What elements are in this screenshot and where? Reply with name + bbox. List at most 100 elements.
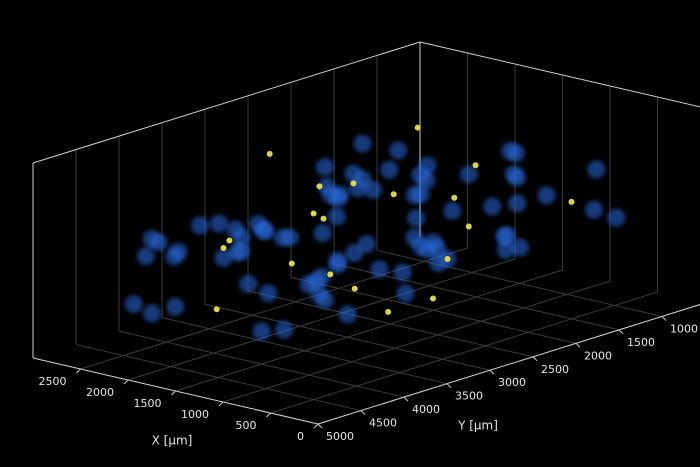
point bbox=[327, 207, 346, 226]
point bbox=[357, 235, 376, 254]
axis-line bbox=[317, 304, 700, 425]
grid-line bbox=[376, 249, 663, 317]
tick-mark bbox=[76, 368, 81, 374]
point bbox=[166, 297, 185, 316]
x-tick-label: 500 bbox=[236, 419, 257, 432]
point bbox=[213, 306, 220, 313]
point bbox=[587, 160, 606, 179]
point bbox=[226, 237, 233, 244]
point bbox=[307, 272, 325, 291]
point bbox=[313, 224, 332, 243]
point bbox=[214, 248, 233, 267]
point bbox=[320, 215, 327, 222]
point bbox=[353, 170, 372, 189]
point bbox=[252, 322, 271, 341]
point bbox=[316, 183, 323, 190]
point bbox=[350, 180, 357, 187]
grid-line bbox=[127, 258, 516, 381]
point bbox=[405, 186, 424, 205]
point bbox=[568, 198, 575, 205]
point bbox=[280, 228, 299, 247]
point bbox=[353, 134, 372, 153]
y-tick-label: 3500 bbox=[455, 390, 483, 403]
grid-line bbox=[270, 291, 658, 414]
point bbox=[429, 254, 448, 273]
point bbox=[385, 308, 392, 315]
grid-line bbox=[175, 269, 563, 392]
tick-mark bbox=[532, 356, 538, 362]
point bbox=[428, 239, 447, 258]
y-tick-label: 3000 bbox=[498, 376, 526, 389]
x-tick-label: 1000 bbox=[181, 408, 209, 421]
grid-line bbox=[222, 280, 611, 403]
tick-mark bbox=[313, 423, 319, 429]
tick-mark bbox=[575, 342, 581, 348]
point bbox=[460, 165, 478, 184]
point bbox=[210, 214, 228, 233]
x-tick-label: 2000 bbox=[86, 386, 114, 399]
y-tick-label: 4500 bbox=[369, 417, 397, 430]
point bbox=[380, 160, 399, 179]
grid-line bbox=[247, 290, 534, 358]
point bbox=[136, 247, 155, 266]
x-tick-label: 1500 bbox=[134, 397, 162, 410]
y-tick-label: 1500 bbox=[627, 336, 655, 349]
point bbox=[165, 247, 184, 266]
y-tick-label: 2500 bbox=[541, 363, 569, 376]
point bbox=[338, 305, 357, 324]
tick-mark bbox=[618, 329, 624, 335]
tick-mark bbox=[403, 396, 409, 402]
tick-mark bbox=[661, 316, 667, 321]
point bbox=[396, 284, 415, 303]
point bbox=[228, 243, 247, 262]
point bbox=[288, 260, 295, 267]
tick-mark bbox=[317, 423, 323, 429]
tick-mark bbox=[446, 383, 452, 389]
grid-line bbox=[118, 330, 405, 398]
points bbox=[124, 124, 626, 341]
point bbox=[390, 191, 397, 198]
tick-mark bbox=[123, 379, 129, 385]
point bbox=[124, 295, 143, 314]
point bbox=[266, 150, 273, 157]
grid-line bbox=[290, 276, 577, 344]
point bbox=[508, 168, 526, 187]
labels: 0 500 1000 1500 2000 2500 1000 1500 2000 2500 3000… bbox=[39, 322, 699, 447]
tick-mark bbox=[171, 390, 176, 396]
point bbox=[255, 222, 274, 241]
y-tick-label: 1000 bbox=[670, 322, 698, 335]
y-axis-title: Y [μm] bbox=[457, 419, 498, 433]
point bbox=[328, 255, 347, 274]
grid-line bbox=[161, 317, 448, 385]
x-tick-label: 2500 bbox=[39, 375, 67, 388]
point bbox=[508, 194, 527, 213]
grid-line bbox=[204, 303, 491, 371]
y-tick-label: 5000 bbox=[326, 430, 354, 443]
point bbox=[451, 194, 458, 201]
axis-line bbox=[419, 41, 700, 108]
x-tick-label: 0 bbox=[297, 430, 304, 443]
point bbox=[393, 263, 412, 282]
point bbox=[411, 166, 430, 185]
y-tick-label: 4000 bbox=[412, 403, 440, 416]
point bbox=[315, 158, 334, 177]
point bbox=[310, 210, 317, 217]
point bbox=[143, 304, 161, 323]
point bbox=[407, 209, 426, 228]
point bbox=[259, 284, 278, 303]
point bbox=[510, 238, 529, 257]
tick-mark bbox=[360, 410, 366, 415]
tick-mark bbox=[218, 401, 224, 407]
point bbox=[537, 186, 556, 205]
point bbox=[275, 320, 294, 339]
x-axis-title: X [μm] bbox=[152, 434, 193, 448]
point bbox=[226, 220, 245, 239]
point bbox=[507, 144, 526, 163]
y-tick-label: 2000 bbox=[584, 349, 612, 362]
point bbox=[351, 285, 358, 292]
point bbox=[220, 245, 227, 252]
point bbox=[191, 216, 210, 235]
point bbox=[239, 274, 258, 293]
